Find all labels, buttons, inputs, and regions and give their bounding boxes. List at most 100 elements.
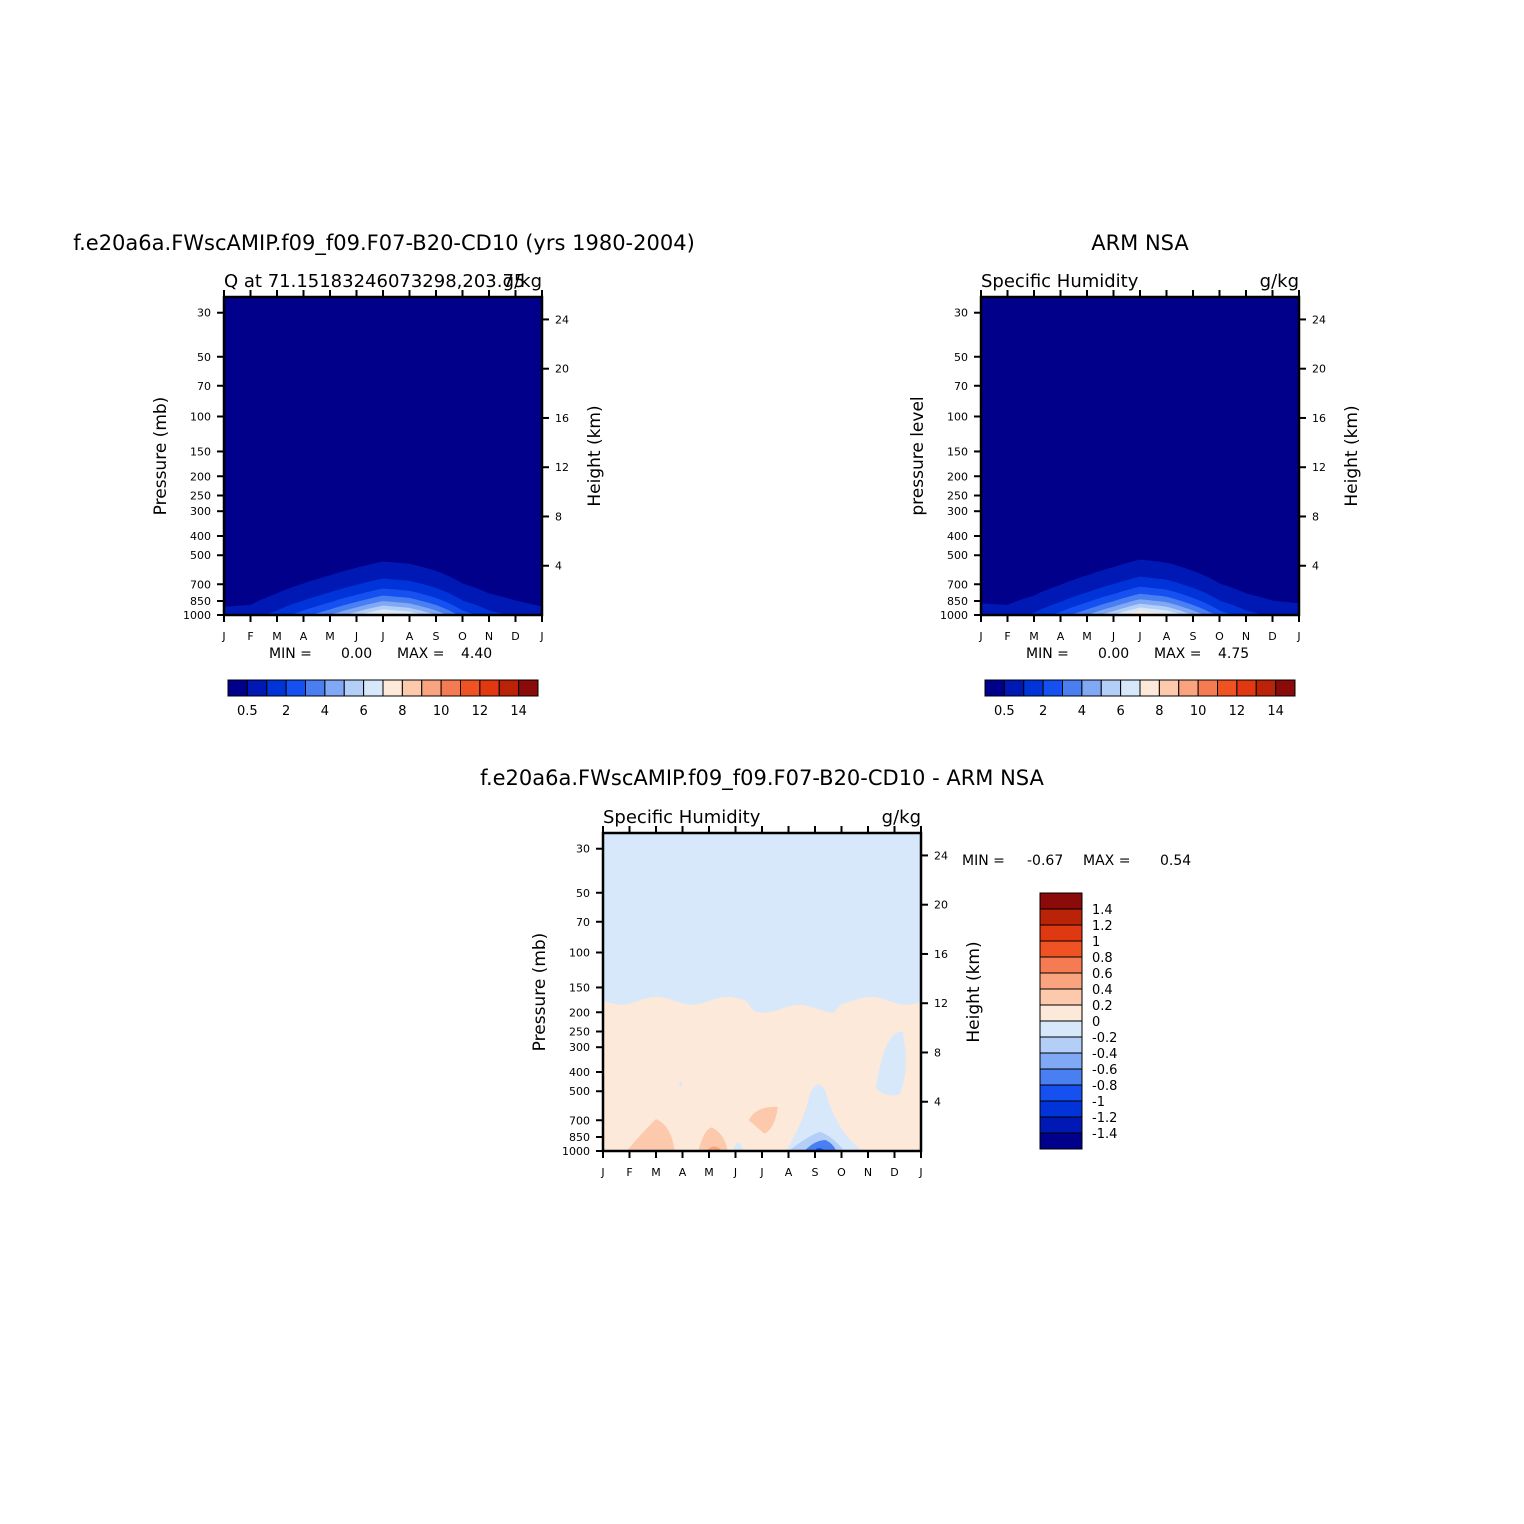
x-tick-label: J [1137,630,1141,643]
colorbar-label: 0.5 [994,704,1015,719]
y2-tick-label: 24 [934,849,948,862]
diff-panel: f.e20a6a.FWscAMIP.f09_f09.F07-B20-CD10 -… [480,766,1191,1179]
y2-tick-label: 4 [555,560,562,573]
y2-tick-label: 4 [934,1096,941,1109]
x-tick-label: N [864,1166,872,1179]
lower-positive-band [603,996,921,1151]
y-tick-label: 850 [190,595,211,608]
colorbar-label: 0.4 [1092,983,1113,998]
y-tick-label: 150 [190,445,211,458]
x-tick-label: A [1057,630,1065,643]
colorbar-label: 14 [510,704,527,719]
colorbar-box [1039,1132,1083,1150]
y-tick-label: 100 [190,411,211,424]
positive-blob [698,1127,728,1151]
max-value: 0.54 [1160,853,1191,869]
colorbar-box [1039,988,1083,1006]
y-tick-label: 70 [954,380,968,393]
negative-blob [678,1080,683,1086]
x-tick-label: J [733,1166,737,1179]
colorbar-box [440,679,461,697]
colorbar-box [1039,1004,1083,1022]
y2-tick-label: 16 [555,412,569,425]
colorbar-label: 2 [282,704,290,719]
colorbar-label: -0.4 [1092,1047,1117,1062]
colorbar-label: -0.2 [1092,1031,1117,1046]
y2-axis-label: Height (km) [964,941,984,1042]
y2-tick-label: 20 [555,363,569,376]
min-label: MIN = [962,853,1005,869]
colorbar-label: 4 [1078,704,1086,719]
min-value: 0.00 [1098,646,1129,662]
colorbar-box [246,679,268,697]
max-label: MAX = [397,646,444,662]
y-tick-label: 500 [190,549,211,562]
x-tick-label: M [651,1166,661,1179]
y-tick-label: 200 [947,470,968,483]
colorbar-box [1039,1020,1083,1038]
y-tick-label: 500 [947,549,968,562]
negative-blob [785,1084,863,1151]
colorbar-label: 10 [433,704,450,719]
y-tick-label: 850 [569,1131,590,1144]
plot-frame [222,295,544,617]
x-tick-label: S [1190,630,1197,643]
x-tick-label: N [1242,630,1250,643]
y-tick-label: 150 [569,981,590,994]
x-tick-label: S [433,630,440,643]
colorbar-box [363,679,384,697]
colorbar-box [1039,972,1083,990]
colorbar-box [285,679,306,697]
subtitle-left: Q at 71.15183246073298,203.75 [224,271,525,292]
colorbar-box [382,679,403,697]
x-tick-label: A [300,630,308,643]
y-tick-label: 700 [190,578,211,591]
colorbar-box [1039,908,1083,926]
x-tick-label: J [221,630,225,643]
x-tick-label: A [406,630,414,643]
x-tick-label: F [247,630,253,643]
y-tick-label: 250 [947,489,968,502]
colorbar-box [1217,679,1238,697]
y2-axis-label: Height (km) [1342,405,1362,506]
y-tick-label: 250 [569,1025,590,1038]
positive-blob [748,1106,778,1134]
x-tick-label: J [759,1166,763,1179]
colorbar-label: 1.4 [1092,903,1113,918]
subtitle-right: g/kg [882,807,921,828]
colorbar-box [1039,1116,1083,1134]
y-tick-label: 400 [190,530,211,543]
colorbar-label: -1.4 [1092,1127,1117,1142]
colorbar-box [1255,679,1277,697]
chart-title: f.e20a6a.FWscAMIP.f09_f09.F07-B20-CD10 (… [73,231,695,256]
y2-tick-label: 12 [555,461,569,474]
colorbar-box [1062,679,1083,697]
colorbar-box [1120,679,1141,697]
subtitle-left: Specific Humidity [981,271,1139,292]
y-tick-label: 50 [954,351,968,364]
colorbar-label: 0.5 [237,704,258,719]
y-tick-label: 850 [947,595,968,608]
y-tick-label: 100 [569,947,590,960]
colorbar-label: 8 [1155,704,1163,719]
min-value: -0.67 [1027,853,1063,869]
colorbar-label: 1.2 [1092,919,1113,934]
max-label: MAX = [1083,853,1130,869]
colorbar-label: -0.8 [1092,1079,1117,1094]
y2-tick-label: 4 [1312,560,1319,573]
y2-tick-label: 20 [934,899,948,912]
colorbar-box [1139,679,1160,697]
colorbar-box [227,679,248,697]
x-tick-label: M [272,630,282,643]
y2-tick-label: 8 [555,510,562,523]
x-tick-label: J [1111,630,1115,643]
colorbar-label: 1 [1092,935,1100,950]
y2-tick-label: 12 [1312,461,1326,474]
y2-tick-label: 24 [555,313,569,326]
x-tick-label: M [1082,630,1092,643]
colorbar-box [343,679,365,697]
y-tick-label: 1000 [940,609,968,622]
x-tick-label: J [600,1166,604,1179]
max-value: 4.75 [1218,646,1249,662]
y-tick-label: 400 [569,1066,590,1079]
